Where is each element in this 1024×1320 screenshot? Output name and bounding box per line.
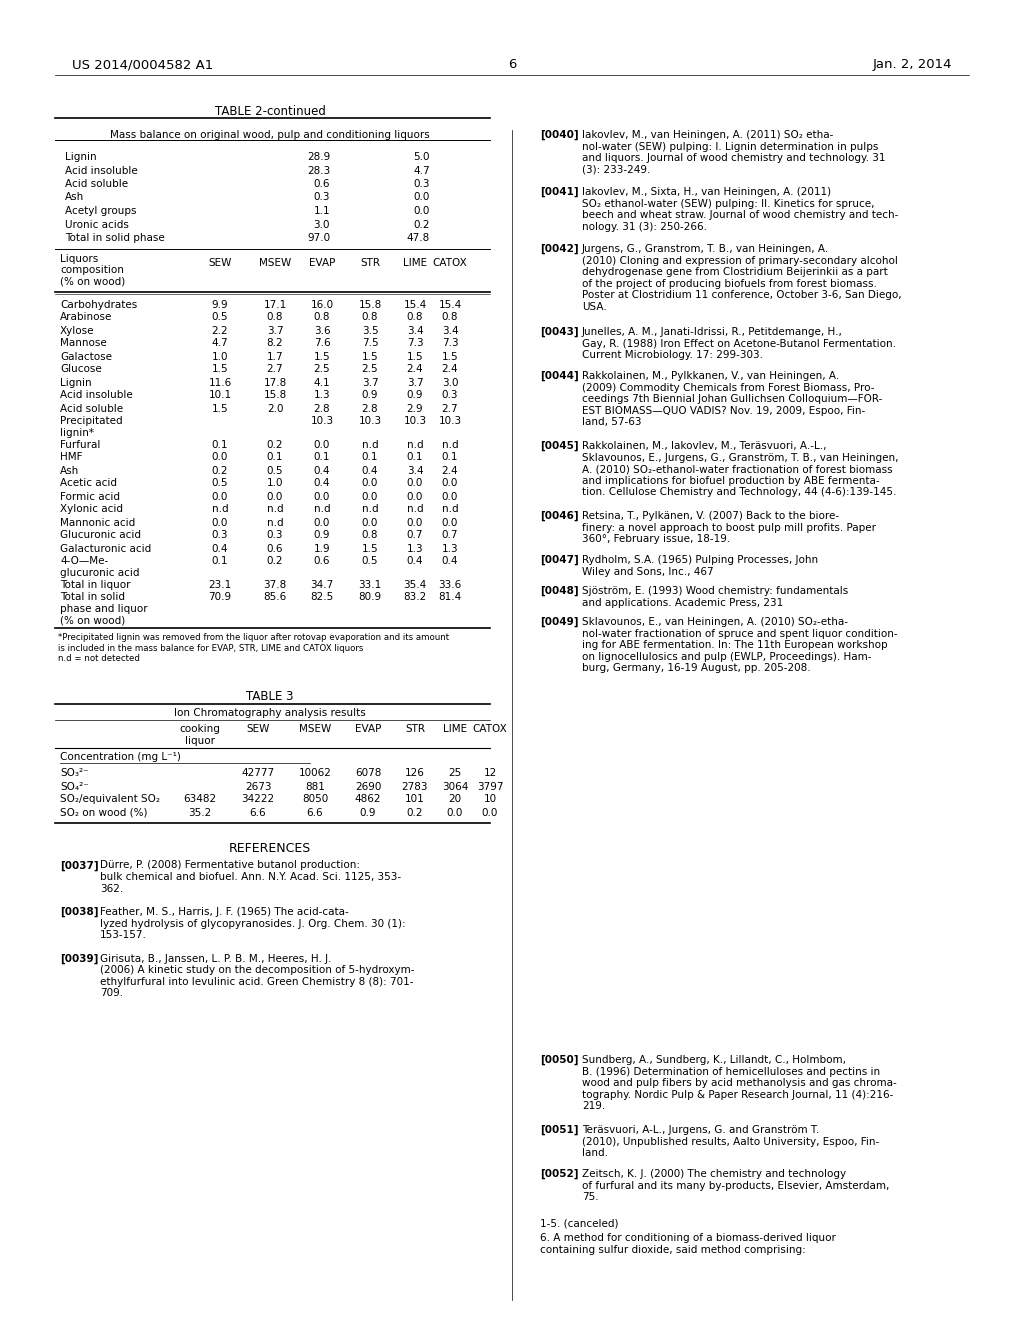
Text: SO₄²⁻: SO₄²⁻: [60, 781, 89, 792]
Text: HMF: HMF: [60, 453, 83, 462]
Text: 1.3: 1.3: [313, 391, 331, 400]
Text: Sundberg, A., Sundberg, K., Lillandt, C., Holmbom,
B. (1996) Determination of he: Sundberg, A., Sundberg, K., Lillandt, C.…: [582, 1055, 897, 1111]
Text: Carbohydrates: Carbohydrates: [60, 300, 137, 309]
Text: 97.0: 97.0: [307, 234, 330, 243]
Text: 81.4: 81.4: [438, 593, 462, 602]
Text: 1.5: 1.5: [441, 351, 459, 362]
Text: 4.7: 4.7: [414, 165, 430, 176]
Text: Acid soluble: Acid soluble: [60, 404, 123, 413]
Text: US 2014/0004582 A1: US 2014/0004582 A1: [72, 58, 213, 71]
Text: 1.5: 1.5: [212, 364, 228, 375]
Text: 2.5: 2.5: [361, 364, 378, 375]
Text: 1.5: 1.5: [212, 404, 228, 413]
Text: 15.8: 15.8: [358, 300, 382, 309]
Text: Girisuta, B., Janssen, L. P. B. M., Heeres, H. J.
(2006) A kinetic study on the : Girisuta, B., Janssen, L. P. B. M., Heer…: [100, 953, 415, 998]
Text: 1.1: 1.1: [313, 206, 330, 216]
Text: Furfural: Furfural: [60, 440, 100, 450]
Text: TABLE 3: TABLE 3: [246, 689, 294, 702]
Text: 8050: 8050: [302, 795, 328, 804]
Text: 3064: 3064: [441, 781, 468, 792]
Text: Total in liquor: Total in liquor: [60, 579, 130, 590]
Text: [0039]: [0039]: [60, 953, 98, 964]
Text: 2.7: 2.7: [266, 364, 284, 375]
Text: 6. A method for conditioning of a biomass-derived liquor
containing sulfur dioxi: 6. A method for conditioning of a biomas…: [540, 1233, 836, 1254]
Text: Iakovlev, M., Sixta, H., van Heiningen, A. (2011)
SO₂ ethanol-water (SEW) pulpin: Iakovlev, M., Sixta, H., van Heiningen, …: [582, 187, 898, 232]
Text: 0.0: 0.0: [313, 440, 330, 450]
Text: Feather, M. S., Harris, J. F. (1965) The acid-cata-
lyzed hydrolysis of glycopyr: Feather, M. S., Harris, J. F. (1965) The…: [100, 907, 406, 940]
Text: LIME: LIME: [443, 725, 467, 734]
Text: 0.0: 0.0: [407, 491, 423, 502]
Text: n.d: n.d: [361, 440, 378, 450]
Text: 33.6: 33.6: [438, 579, 462, 590]
Text: 7.6: 7.6: [313, 338, 331, 348]
Text: SO₂ on wood (%): SO₂ on wood (%): [60, 808, 147, 817]
Text: 0.5: 0.5: [266, 466, 284, 475]
Text: 0.9: 0.9: [407, 391, 423, 400]
Text: 0.0: 0.0: [441, 479, 458, 488]
Text: EVAP: EVAP: [354, 725, 381, 734]
Text: 0.2: 0.2: [407, 808, 423, 817]
Text: STR: STR: [360, 257, 380, 268]
Text: 2.2: 2.2: [212, 326, 228, 335]
Text: Total in solid phase: Total in solid phase: [65, 234, 165, 243]
Text: Acetic acid: Acetic acid: [60, 479, 117, 488]
Text: 0.0: 0.0: [407, 517, 423, 528]
Text: [0048]: [0048]: [540, 586, 579, 597]
Text: 0.1: 0.1: [313, 453, 331, 462]
Text: 0.0: 0.0: [212, 517, 228, 528]
Text: 0.8: 0.8: [313, 313, 331, 322]
Text: Arabinose: Arabinose: [60, 313, 113, 322]
Text: Rakkolainen, M., Pylkkanen, V., van Heiningen, A.
(2009) Commodity Chemicals fro: Rakkolainen, M., Pylkkanen, V., van Hein…: [582, 371, 883, 428]
Text: Galactose: Galactose: [60, 351, 112, 362]
Text: 101: 101: [406, 795, 425, 804]
Text: 10.3: 10.3: [310, 417, 334, 426]
Text: 0.3: 0.3: [441, 391, 459, 400]
Text: 0.9: 0.9: [361, 391, 378, 400]
Text: [0041]: [0041]: [540, 187, 579, 197]
Text: 0.5: 0.5: [212, 313, 228, 322]
Text: LIME: LIME: [402, 257, 427, 268]
Text: Acid insoluble: Acid insoluble: [60, 391, 133, 400]
Text: EVAP: EVAP: [309, 257, 335, 268]
Text: n.d: n.d: [407, 504, 423, 515]
Text: 881: 881: [305, 781, 325, 792]
Text: 6: 6: [508, 58, 516, 71]
Text: 0.4: 0.4: [441, 557, 459, 566]
Text: 2.4: 2.4: [441, 466, 459, 475]
Text: *Precipitated lignin was removed from the liquor after rotovap evaporation and i: *Precipitated lignin was removed from th…: [58, 634, 450, 663]
Text: Formic acid: Formic acid: [60, 491, 120, 502]
Text: 0.4: 0.4: [313, 466, 331, 475]
Text: 6078: 6078: [354, 768, 381, 779]
Text: 3797: 3797: [477, 781, 503, 792]
Text: 2673: 2673: [245, 781, 271, 792]
Text: 85.6: 85.6: [263, 593, 287, 602]
Text: 2.9: 2.9: [407, 404, 423, 413]
Text: 0.0: 0.0: [414, 206, 430, 216]
Text: 3.7: 3.7: [266, 326, 284, 335]
Text: Zeitsch, K. J. (2000) The chemistry and technology
of furfural and its many by-p: Zeitsch, K. J. (2000) The chemistry and …: [582, 1170, 890, 1203]
Text: 1.0: 1.0: [266, 479, 284, 488]
Text: 0.0: 0.0: [482, 808, 499, 817]
Text: n.d: n.d: [266, 517, 284, 528]
Text: SEW: SEW: [208, 257, 231, 268]
Text: 20: 20: [449, 795, 462, 804]
Text: 3.4: 3.4: [441, 326, 459, 335]
Text: 3.7: 3.7: [407, 378, 423, 388]
Text: 0.0: 0.0: [313, 491, 330, 502]
Text: MSEW: MSEW: [259, 257, 291, 268]
Text: Iakovlev, M., van Heiningen, A. (2011) SO₂ etha-
nol-water (SEW) pulping: I. Lig: Iakovlev, M., van Heiningen, A. (2011) S…: [582, 129, 886, 174]
Text: 34.7: 34.7: [310, 579, 334, 590]
Text: 2690: 2690: [354, 781, 381, 792]
Text: 0.2: 0.2: [266, 557, 284, 566]
Text: 0.0: 0.0: [446, 808, 463, 817]
Text: 0.2: 0.2: [266, 440, 284, 450]
Text: 0.9: 0.9: [313, 531, 331, 540]
Text: 0.0: 0.0: [313, 517, 330, 528]
Text: 35.4: 35.4: [403, 579, 427, 590]
Text: 0.8: 0.8: [361, 531, 378, 540]
Text: Ash: Ash: [60, 466, 79, 475]
Text: 82.5: 82.5: [310, 593, 334, 602]
Text: Mannose: Mannose: [60, 338, 106, 348]
Text: Galacturonic acid: Galacturonic acid: [60, 544, 152, 553]
Text: 1.5: 1.5: [407, 351, 423, 362]
